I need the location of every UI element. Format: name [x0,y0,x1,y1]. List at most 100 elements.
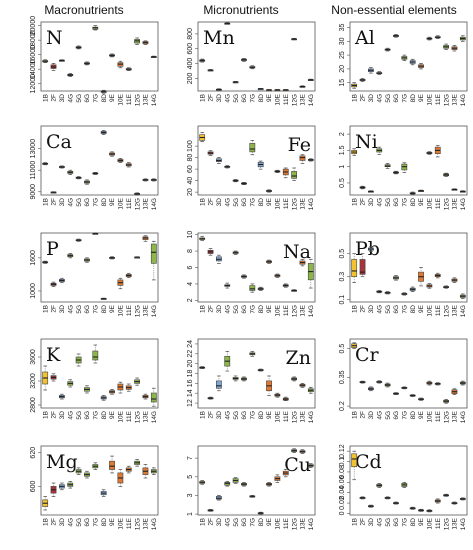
x-tick-label-zn-1B: 1B [199,411,206,419]
x-tick-label-zn-8D: 8D [258,411,265,420]
box-cu-6G [241,482,247,487]
y-tick-label-n-2: 16000 [30,45,37,65]
panel-mn: 200 400 600 800 Mn 1B 2F 3D 4G 5G 6G 7G 8D 9E 10E 11E 12… [187,21,316,106]
box-mg-8D [100,489,107,497]
box-p-1B [42,260,49,264]
x-tick-label-ni-9E: 9E [418,197,425,206]
box-cu-14G [307,463,314,468]
panel-k: 2800 3200 3600 K 1B 2F 3D 4G 5G 6G 7G 8D 9E 10E 11E 12G… [30,338,159,423]
x-tick-label-p-3D: 3D [59,305,66,314]
box-cd-5G [384,496,391,500]
y-tick-label-al-3: 30 [339,37,346,45]
box-cd-8D [409,506,416,510]
box-pb-3D [368,246,374,252]
x-tick-label-fe-1B: 1B [199,198,206,206]
x-tick-label-fe-2F: 2F [208,198,215,206]
box-ca-14G [150,178,157,182]
y-tick-label-p-1: 1600 [30,250,37,266]
x-tick-label-fe-7G: 7G [250,198,257,207]
x-tick-label-cu-13E: 13E [300,517,307,529]
box-ni-14G [459,190,466,193]
x-tick-label-al-1B: 1B [351,94,358,102]
box-mg-3D [59,482,65,491]
y-tick-label-mg-1: 600 [30,480,37,492]
x-tick-label-k-8D: 8D [101,411,108,420]
y-tick-label-zn-5: 22 [187,350,194,358]
x-tick-label-mn-12G: 12G [291,94,298,106]
box-cd-12G [443,493,449,497]
panel-label-cd: Cd [355,451,382,473]
x-tick-label-al-7G: 7G [402,94,409,103]
box-fe-6G [241,182,247,185]
panel-label-k: K [46,344,61,366]
x-tick-label-pb-4G: 4G [376,305,383,314]
panel-frame-cd [349,445,468,516]
box-body [291,171,297,179]
y-tick-label-zn-1: 14 [187,389,194,397]
box-n-7G [92,25,99,31]
y-tick-label-cd-1: 0.02 [339,496,346,510]
x-tick-label-cu-12G: 12G [291,518,298,530]
x-tick-label-al-2F: 2F [360,94,367,102]
column-title-non-essential: Non-essential elements [331,3,456,17]
x-tick-label-cu-7G: 7G [250,518,257,527]
x-tick-label-n-8D: 8D [101,94,108,103]
x-tick-label-ni-2F: 2F [360,198,367,206]
box-na-11E [282,283,289,288]
x-tick-label-ca-8D: 8D [101,198,108,207]
x-tick-label-mn-1B: 1B [199,94,206,102]
x-tick-label-k-11E: 11E [126,410,133,422]
x-tick-label-n-9E: 9E [109,93,116,102]
x-tick-label-cu-10E: 10E [275,517,282,529]
x-tick-label-cd-1B: 1B [351,518,358,526]
box-cd-2F [359,496,366,500]
y-tick-label-mn-0: 200 [187,72,194,84]
x-tick-label-cu-11E: 11E [283,517,290,529]
box-body [249,285,256,291]
x-tick-label-ca-13E: 13E [143,197,150,209]
x-tick-label-cr-8D: 8D [410,411,417,420]
box-ca-8D [100,129,107,135]
x-tick-label-cr-11E: 11E [435,410,442,422]
y-tick-label-zn-6: 24 [187,340,194,348]
box-na-5G [232,250,239,255]
box-ca-1B [42,162,49,166]
x-tick-label-pb-11E: 11E [435,304,442,316]
box-body [351,453,358,468]
box-pb-5G [384,291,391,295]
box-na-13E [299,258,306,267]
box-n-14G [150,55,157,59]
y-tick-label-cu-1: 3 [187,493,194,497]
x-tick-label-k-12G: 12G [134,411,141,423]
x-tick-label-al-14G: 14G [460,94,467,106]
x-tick-label-pb-12G: 12G [443,305,450,317]
y-tick-label-fe-0: 20 [187,188,194,196]
x-tick-label-mn-11E: 11E [283,93,290,105]
x-tick-label-al-8D: 8D [410,94,417,103]
panel-label-cr: Cr [355,344,380,366]
y-tick-label-ni-0: 0.5 [339,178,346,188]
box-cr-4G [376,380,383,384]
box-cu-5G [232,477,239,484]
x-tick-label-cr-2F: 2F [360,411,367,419]
x-tick-label-mn-13E: 13E [300,93,307,105]
x-tick-label-zn-9E: 9E [266,410,273,419]
x-tick-label-p-8D: 8D [101,305,108,314]
box-zn-10E [274,392,281,398]
x-tick-label-na-2F: 2F [208,305,215,313]
box-n-9E [109,53,115,58]
box-fe-1B [199,131,206,142]
x-tick-label-na-9E: 9E [266,304,273,313]
x-tick-label-cr-14G: 14G [460,411,467,423]
box-pb-1B [351,253,358,283]
panel-frame-n [40,21,159,92]
x-tick-label-mn-4G: 4G [224,94,231,103]
x-tick-label-mg-6G: 6G [84,518,91,527]
box-k-14G [150,387,157,407]
x-tick-label-ca-14G: 14G [151,198,158,210]
x-tick-label-mg-2F: 2F [51,518,58,526]
panel-mg: 600 620 Mg 1B 2F 3D 4G 5G 6G 7G 8D 9E 10E 11E 12G 13E 14… [30,445,159,530]
x-tick-label-na-14G: 14G [308,305,315,317]
box-n-6G [84,61,90,66]
